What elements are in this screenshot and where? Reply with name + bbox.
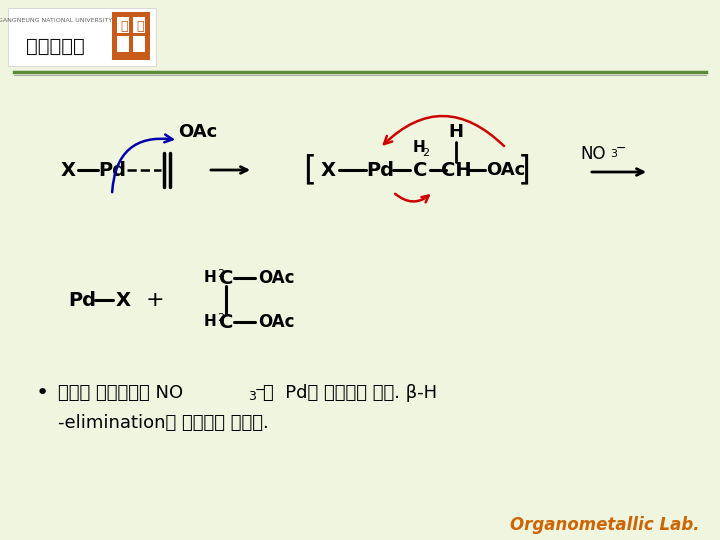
Text: GANGNEUNG NATIONAL UNIVERSITY: GANGNEUNG NATIONAL UNIVERSITY — [0, 17, 112, 23]
Text: CH: CH — [441, 160, 472, 179]
Text: Pd: Pd — [366, 160, 394, 179]
Text: ]: ] — [518, 153, 531, 186]
Text: C: C — [413, 160, 427, 179]
Text: OAc: OAc — [258, 313, 294, 331]
Text: 가  Pd을 공격해서 생성. β-H: 가 Pd을 공격해서 생성. β-H — [263, 384, 437, 402]
Text: -elimination은 일어나지 않는다.: -elimination은 일어나지 않는다. — [58, 414, 269, 432]
Bar — [117, 36, 129, 52]
Text: +: + — [145, 290, 164, 310]
Text: 3: 3 — [610, 149, 617, 159]
FancyArrowPatch shape — [395, 194, 428, 202]
Text: −: − — [616, 141, 626, 154]
Text: 강: 강 — [120, 19, 127, 32]
Text: H: H — [204, 271, 217, 286]
Text: H: H — [413, 140, 426, 156]
Text: Pd: Pd — [98, 160, 126, 179]
Text: H: H — [204, 314, 217, 329]
Text: 질산이 강산이라서 NO: 질산이 강산이라서 NO — [58, 384, 183, 402]
Text: NO: NO — [580, 145, 606, 163]
Bar — [112, 12, 150, 60]
Text: OAc: OAc — [487, 161, 526, 179]
Bar — [117, 17, 129, 33]
Bar — [8, 8, 156, 66]
Text: H: H — [449, 123, 464, 141]
Text: •: • — [35, 383, 49, 403]
Text: [: [ — [304, 153, 317, 186]
Text: C: C — [219, 268, 233, 287]
FancyArrowPatch shape — [112, 134, 173, 192]
Text: 릉: 릉 — [136, 19, 144, 32]
Text: OAc: OAc — [179, 123, 217, 141]
Bar — [133, 17, 145, 33]
Text: 강릉대학교: 강릉대학교 — [26, 37, 84, 56]
Text: 2: 2 — [423, 148, 430, 158]
Text: X: X — [115, 291, 130, 309]
Text: Organometallic Lab.: Organometallic Lab. — [510, 516, 700, 534]
Text: 2: 2 — [217, 269, 224, 279]
Text: C: C — [219, 313, 233, 332]
FancyArrowPatch shape — [384, 116, 504, 146]
Text: 2: 2 — [217, 313, 224, 323]
Text: −: − — [255, 383, 266, 396]
Text: X: X — [60, 160, 76, 179]
Text: OAc: OAc — [258, 269, 294, 287]
Text: X: X — [320, 160, 336, 179]
Bar — [133, 36, 145, 52]
Text: Pd: Pd — [68, 291, 96, 309]
Text: 3: 3 — [248, 389, 256, 402]
